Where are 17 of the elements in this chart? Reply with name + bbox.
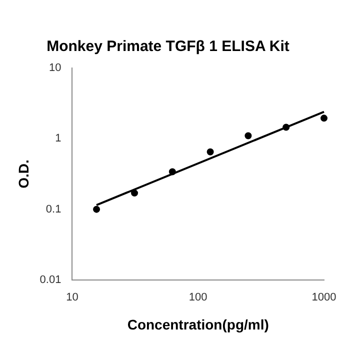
y-tick-label: 0.1 (46, 203, 62, 216)
point (131, 190, 138, 197)
y-tick-label: 0.01 (40, 274, 62, 286)
point (206, 148, 214, 156)
point (244, 132, 252, 140)
point (282, 124, 290, 131)
y-tick-label: 1 (55, 132, 62, 145)
y-tick-label: 10 (48, 62, 62, 74)
x-tick-label: 10 (66, 292, 78, 304)
chart-title: Monkey Primate TGFβ 1 ELISA Kit (46, 38, 290, 56)
x-tick-label: 100 (188, 292, 208, 304)
point (168, 168, 176, 176)
point (93, 206, 100, 213)
x-tick-label: 1000 (312, 292, 336, 304)
point (320, 114, 328, 122)
y-axis-title: O.D. (15, 160, 32, 188)
x-axis-title: Concentration(pg/ml) (127, 316, 269, 332)
